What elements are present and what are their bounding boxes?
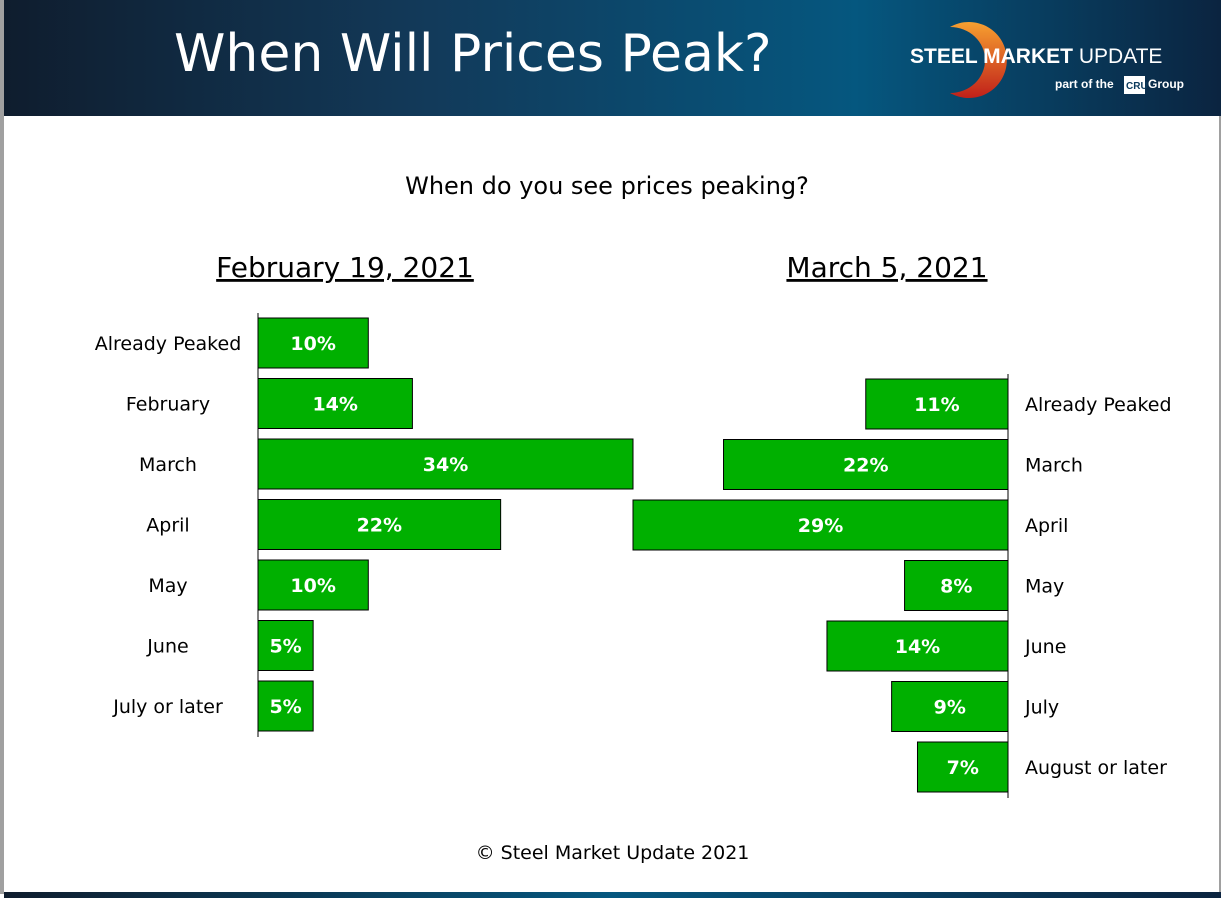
bar-0-6 — [257, 680, 314, 732]
svg-text:CRU: CRU — [1126, 81, 1148, 92]
bar-0-4 — [257, 559, 369, 611]
data-label-1-0: 11% — [914, 394, 959, 416]
category-label-0-0: Already Peaked — [95, 333, 242, 355]
category-label-0-1: February — [126, 394, 210, 416]
category-label-0-6: July or later — [112, 696, 223, 718]
data-label-0-4: 10% — [290, 575, 335, 597]
svg-text:STEEL MARKET UPDATE: STEEL MARKET UPDATE — [910, 45, 1162, 68]
category-label-1-0: Already Peaked — [1025, 394, 1172, 416]
category-label-0-5: June — [146, 636, 188, 658]
bar-0-1 — [257, 378, 413, 429]
copyright-footer: © Steel Market Update 2021 — [475, 842, 750, 864]
data-label-0-3: 22% — [357, 515, 402, 537]
data-label-1-5: 9% — [934, 697, 966, 719]
data-label-1-6: 7% — [947, 757, 979, 779]
bottom-bar — [4, 892, 1221, 898]
chart-title: When do you see prices peaking? — [405, 172, 809, 200]
header-banner: When Will Prices Peak? — [4, 0, 1221, 116]
data-label-0-1: 14% — [312, 394, 357, 416]
right-panel-heading: March 5, 2021 — [786, 251, 987, 284]
category-label-1-3: May — [1025, 576, 1064, 598]
data-label-1-2: 29% — [798, 515, 843, 537]
bar-1-4 — [826, 620, 1009, 672]
logo-arc-icon — [950, 22, 1007, 98]
category-label-1-4: June — [1024, 636, 1066, 658]
bar-0-0 — [257, 317, 369, 369]
svg-text:Group: Group — [1148, 77, 1184, 91]
bar-0-5 — [257, 620, 314, 671]
data-label-1-4: 14% — [895, 636, 940, 658]
category-label-1-1: March — [1025, 455, 1083, 477]
category-label-1-2: April — [1025, 515, 1068, 537]
category-label-0-4: May — [148, 575, 187, 597]
category-label-1-6: August or later — [1025, 757, 1167, 779]
bar-1-1 — [723, 439, 1009, 490]
category-label-0-2: March — [139, 454, 197, 476]
data-label-0-2: 34% — [423, 454, 468, 476]
bar-0-2 — [257, 438, 634, 490]
category-label-1-5: July — [1024, 697, 1059, 719]
steel-market-update-logo: STEEL MARKET UPDATE part of the CRU Grou… — [910, 22, 1184, 98]
bar-0-3 — [257, 499, 502, 550]
data-label-0-6: 5% — [269, 696, 301, 718]
category-label-0-3: April — [146, 515, 189, 537]
data-label-1-1: 22% — [843, 455, 888, 477]
bar-1-0 — [865, 378, 1009, 430]
data-label-1-3: 8% — [940, 576, 972, 598]
page-title: When Will Prices Peak? — [174, 24, 772, 84]
svg-text:part of the: part of the — [1055, 77, 1114, 91]
bar-1-2 — [632, 499, 1009, 551]
bar-1-5 — [891, 681, 1009, 732]
bar-1-6 — [916, 741, 1009, 793]
left-panel-heading: February 19, 2021 — [216, 251, 474, 284]
data-label-0-5: 5% — [269, 636, 301, 658]
data-label-0-0: 10% — [290, 333, 335, 355]
